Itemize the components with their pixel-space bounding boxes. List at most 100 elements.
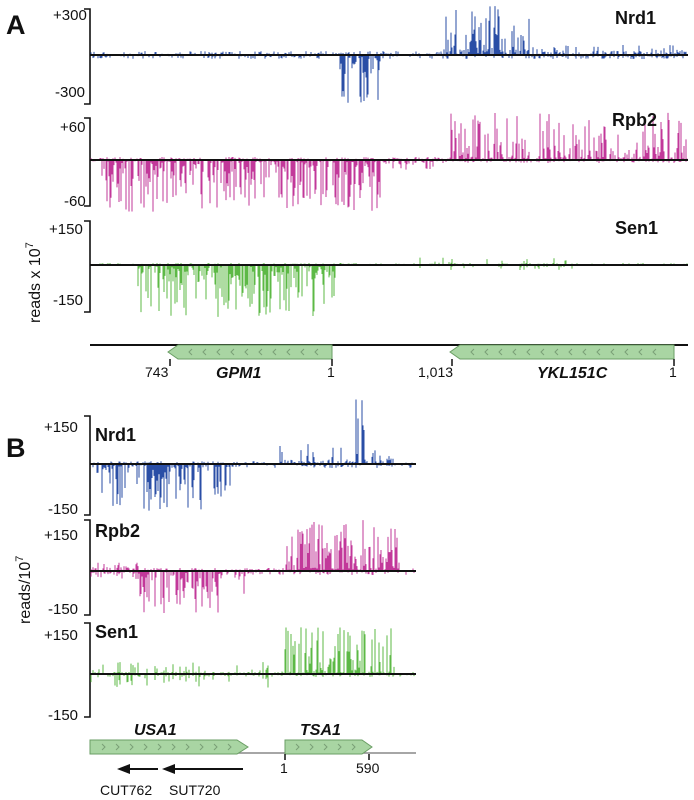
- panel-a-nrd1-top-tick: +300: [53, 7, 87, 24]
- chevron-icon: [185, 743, 190, 751]
- panel-a-letter: A: [6, 10, 26, 40]
- gene-ykl151c-arrow: [449, 344, 675, 360]
- chevron-icon: [554, 348, 559, 356]
- panel-b-nrd1-top-tick: +150: [44, 419, 78, 436]
- chevron-icon: [300, 348, 305, 356]
- chevron-icon: [323, 743, 328, 751]
- chevron-icon: [610, 348, 615, 356]
- chevron-icon: [337, 743, 342, 751]
- panel-a-nrd1-y-axis: [84, 8, 91, 105]
- panel-b-rpb2-y-axis: [84, 519, 91, 616]
- panel-a-sen1-y-axis: [84, 220, 91, 313]
- gene-tsa1-start-label: 1: [280, 760, 288, 776]
- panel-b-nrd1-y-axis: [84, 415, 91, 516]
- panel-a-sen1-bars: [94, 257, 688, 317]
- panel-b-y-label: reads/107: [14, 556, 34, 624]
- panel-b-rpb2-name: Rpb2: [95, 521, 140, 541]
- panel-b-sen1-bars: [90, 627, 415, 688]
- gene-tsa1-chevrons: [295, 743, 356, 751]
- chevron-icon: [351, 743, 356, 751]
- chevron-icon: [526, 348, 531, 356]
- panel-b-sen1-name: Sen1: [95, 622, 138, 642]
- gene-ykl151c: 1,013 YKL151C 1: [418, 344, 677, 382]
- panel-b-sen1-y-axis: [84, 622, 91, 718]
- gene-tsa1-arrow: [284, 739, 373, 755]
- panel-b-sen1-bottom-tick: -150: [48, 707, 78, 724]
- panel-a-rpb2-y-axis: [84, 117, 91, 207]
- chevron-icon: [213, 743, 218, 751]
- panel-b-nrd1-track: +150 -150 Nrd1: [44, 399, 416, 518]
- chevron-icon: [230, 348, 235, 356]
- chevron-icon: [143, 743, 148, 751]
- gene-usa1-name: USA1: [134, 722, 177, 739]
- gene-ykl151c-name: YKL151C: [537, 365, 608, 382]
- chevron-icon: [227, 743, 232, 751]
- chevron-icon: [286, 348, 291, 356]
- chevron-icon: [309, 743, 314, 751]
- panel-a-sen1-top-tick: +150: [49, 221, 83, 238]
- panel-a-y-label-exp: 7: [24, 242, 36, 248]
- chevron-icon: [582, 348, 587, 356]
- panel-a-sen1-name: Sen1: [615, 218, 658, 238]
- chevron-icon: [101, 743, 106, 751]
- gene-tsa1-end-label: 590: [356, 760, 380, 776]
- chevron-icon: [596, 348, 601, 356]
- chevron-icon: [188, 348, 193, 356]
- chevron-icon: [258, 348, 263, 356]
- chevron-icon: [171, 743, 176, 751]
- chevron-icon: [652, 348, 657, 356]
- gene-gpm1-arrow: [167, 344, 333, 360]
- panel-b-y-label-exp: 7: [14, 556, 26, 562]
- gene-tsa1-name: TSA1: [300, 722, 341, 739]
- panel-b-rpb2-top-tick: +150: [44, 527, 78, 544]
- panel-b-letter: B: [6, 433, 26, 463]
- svg-text:reads/107: reads/107: [14, 556, 34, 624]
- gene-usa1-arrow: [89, 739, 249, 755]
- gene-usa1-chevrons: [101, 743, 232, 751]
- panel-a-nrd1-bottom-tick: -300: [55, 84, 85, 101]
- panel-b-y-label-text: reads/10: [17, 562, 34, 624]
- gene-gpm1-chevrons: [188, 348, 319, 356]
- chevron-icon: [568, 348, 573, 356]
- chevron-icon: [638, 348, 643, 356]
- panel-b-rpb2-track: +150 -150 Rpb2: [44, 519, 416, 618]
- panel-b-sen1-track: +150 -150 Sen1: [44, 622, 416, 724]
- panel-a-rpb2-bottom-tick: -60: [64, 193, 86, 210]
- transcript-sut720-arrowhead: [162, 764, 175, 774]
- gene-ykl151c-start-label: 1,013: [418, 364, 453, 380]
- gene-tsa1: TSA1 1 590: [280, 722, 380, 776]
- chevron-icon: [624, 348, 629, 356]
- gene-ykl151c-end-label: 1: [669, 364, 677, 380]
- chevron-icon: [470, 348, 475, 356]
- transcript-sut720-label: SUT720: [169, 782, 221, 798]
- panel-a-nrd1-name: Nrd1: [615, 8, 656, 28]
- panel-b-rpb2-bottom-tick: -150: [48, 601, 78, 618]
- panel-a-rpb2-name: Rpb2: [612, 110, 657, 130]
- panel-b-rpb2-bars: [90, 520, 415, 613]
- panel-b-nrd1-name: Nrd1: [95, 425, 136, 445]
- gene-gpm1: 743 GPM1 1: [145, 344, 335, 382]
- gene-gpm1-name: GPM1: [216, 365, 261, 382]
- panel-a-gene-track: 743 GPM1 1 1,013 YKL151C 1: [90, 344, 688, 382]
- panel-a-y-label-text: reads x 10: [27, 248, 44, 323]
- chevron-icon: [199, 743, 204, 751]
- chevron-icon: [244, 348, 249, 356]
- transcript-cut762: CUT762: [100, 764, 158, 798]
- transcript-sut720: SUT720: [162, 764, 243, 798]
- chevron-icon: [202, 348, 207, 356]
- panel-b-gene-track: USA1 TSA1 1 590 CUT762 SUT720: [89, 722, 416, 798]
- transcript-cut762-arrowhead: [117, 764, 130, 774]
- chevron-icon: [129, 743, 134, 751]
- panel-b-nrd1-bars: [90, 399, 416, 511]
- transcript-cut762-label: CUT762: [100, 782, 152, 798]
- svg-text:reads x 107: reads x 107: [24, 242, 44, 323]
- chevron-icon: [512, 348, 517, 356]
- panel-a-sen1-track: +150 -150 Sen1: [49, 218, 688, 317]
- chevron-icon: [540, 348, 545, 356]
- panel-a-rpb2-track: +60 -60 Rpb2: [60, 110, 688, 212]
- chevron-icon: [484, 348, 489, 356]
- chevron-icon: [295, 743, 300, 751]
- chevron-icon: [314, 348, 319, 356]
- panel-b-sen1-top-tick: +150: [44, 627, 78, 644]
